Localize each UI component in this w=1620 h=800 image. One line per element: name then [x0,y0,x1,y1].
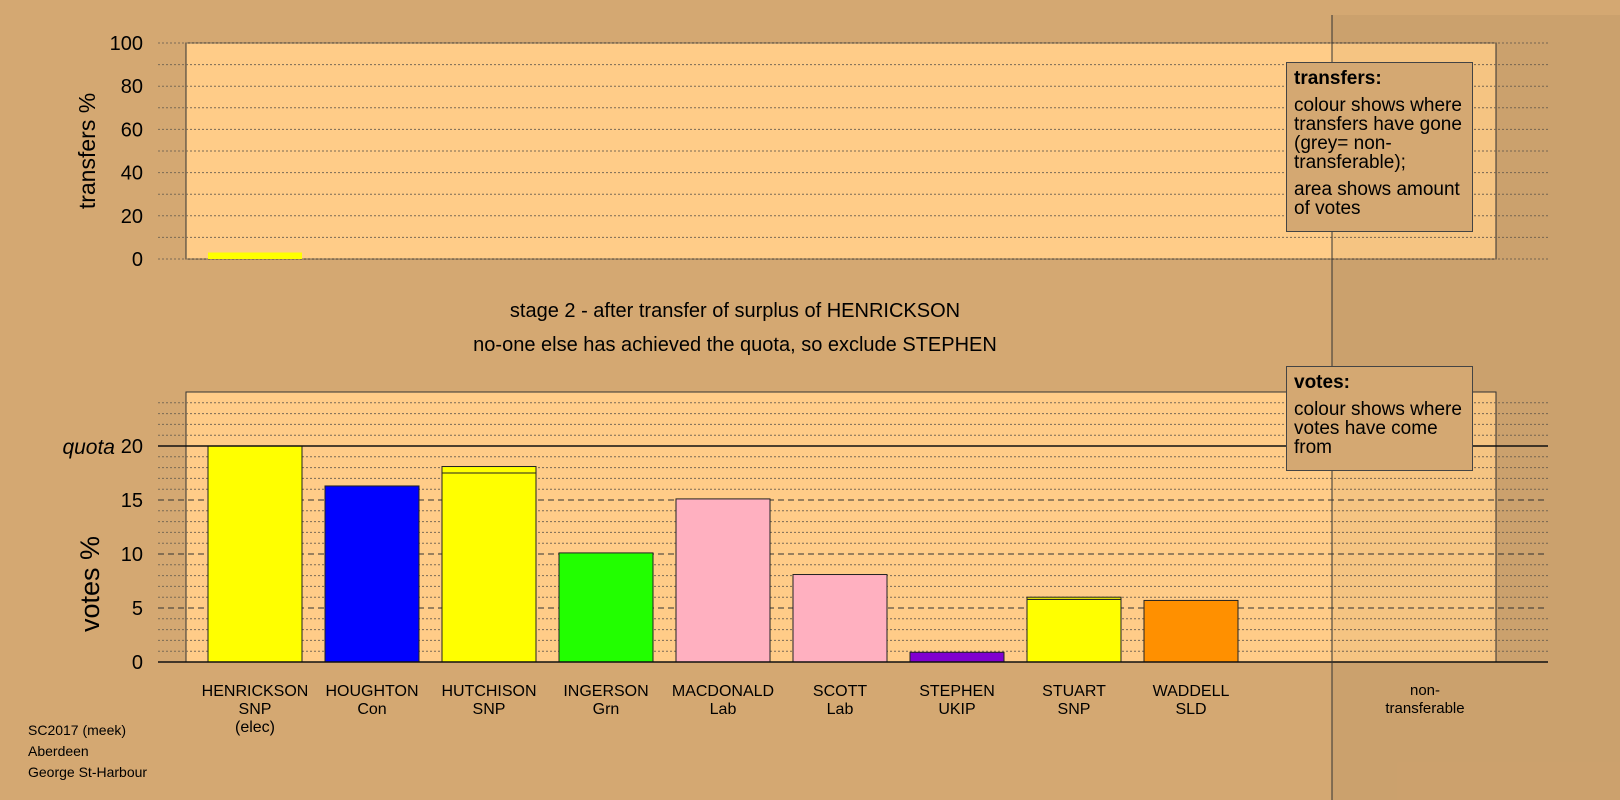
vote-bar-waddell [1143,599,1239,663]
votes-tick-label: 0 [132,652,143,674]
candidate-label-scott: SCOTT Lab [813,683,867,718]
transfer-bar-henrickson [208,252,302,259]
votes-legend-heading: votes: [1294,372,1350,393]
votes-legend-line1: colour shows where votes have come from [1294,399,1462,458]
footer: SC2017 (meek) Aberdeen George St-Harbour [28,720,147,783]
votes-axis-label: votes % [75,536,105,632]
votes-tick-label: 10 [121,544,143,566]
candidate-label-line: Lab [710,701,737,718]
candidate-label-henrickson: HENRICKSON SNP (elec) [202,683,309,736]
vote-bar-scott [792,574,888,663]
transfers-tick-label: 100 [110,33,143,55]
transfers-tick-label: 40 [121,163,143,185]
transfers-tick-label: 0 [132,249,143,271]
transfers-legend-heading: transfers: [1294,68,1382,89]
vote-bar-stuart-segment-2 [1026,596,1122,600]
nontransferable-label-line: transferable [1385,700,1464,717]
nontransferable-label-line: non- [1410,682,1440,699]
votes-tick-label: 20 [121,436,143,458]
vote-bar-henrickson [207,445,303,663]
candidate-label-line: HENRICKSON [202,683,309,700]
vote-bar-hutchison [441,472,537,663]
footer-line1: SC2017 (meek) [28,722,127,738]
vote-bar-houghton [324,485,420,663]
transfers-legend: transfers: colour shows where transfers … [1286,62,1473,232]
candidate-label-line: STEPHEN [919,683,995,700]
candidate-label-line: MACDONALD [672,683,774,700]
vote-bar-ingerson [558,552,654,663]
candidate-label-line: WADDELL [1153,683,1230,700]
candidate-label-ingerson: INGERSON Grn [563,683,648,718]
candidate-label-line: Con [357,701,386,718]
candidate-label-macdonald: MACDONALD Lab [672,683,774,718]
transfers-legend-line2: area shows amount of votes [1294,179,1460,219]
transfers-tick-label: 80 [121,76,143,98]
candidate-label-line: (elec) [235,719,275,736]
candidate-label-line: SCOTT [813,683,867,700]
candidate-label-waddell: WADDELL SLD [1153,683,1230,718]
votes-tick-label: 15 [121,490,143,512]
candidate-label-line: INGERSON [563,683,648,700]
candidate-label-line: Lab [827,701,854,718]
vote-bar-stuart [1026,598,1122,663]
candidate-label-line: Grn [593,701,620,718]
candidate-label-stuart: STUART SNP [1042,683,1106,718]
transfers-legend-line1: colour shows where transfers have gone (… [1294,95,1462,173]
candidate-label-hutchison: HUTCHISON SNP [441,683,536,718]
stage-note: no-one else has achieved the quota, so e… [473,334,997,356]
candidate-label-line: STUART [1042,683,1106,700]
candidate-label-line: SLD [1175,701,1206,718]
candidate-label-stephen: STEPHEN UKIP [919,683,995,718]
transfers-tick-label: 20 [121,206,143,228]
candidate-label-houghton: HOUGHTON Con [325,683,418,718]
candidate-label-line: HOUGHTON [325,683,418,700]
stage-title: stage 2 - after transfer of surplus of H… [509,300,961,322]
nontransferable-label: non-transferable [1385,682,1464,717]
footer-line2: Aberdeen [28,743,89,759]
footer-line3: George St-Harbour [28,764,148,780]
candidate-label-line: SNP [1058,701,1091,718]
vote-bar-macdonald [675,498,771,663]
vote-bar-stephen [909,651,1005,663]
candidate-label-line: UKIP [938,701,975,718]
candidate-label-line: SNP [239,701,272,718]
transfers-tick-label: 60 [121,119,143,141]
votes-tick-label: 5 [132,598,143,620]
candidate-label-line: HUTCHISON [441,683,536,700]
transfers-plot-area [185,42,1497,260]
transfers-axis-label: transfers % [74,93,100,209]
candidate-label-line: SNP [473,701,506,718]
quota-label: quota [62,436,115,459]
votes-legend: votes: colour shows where votes have com… [1286,366,1473,471]
vote-bar-hutchison-segment-2 [441,466,537,474]
